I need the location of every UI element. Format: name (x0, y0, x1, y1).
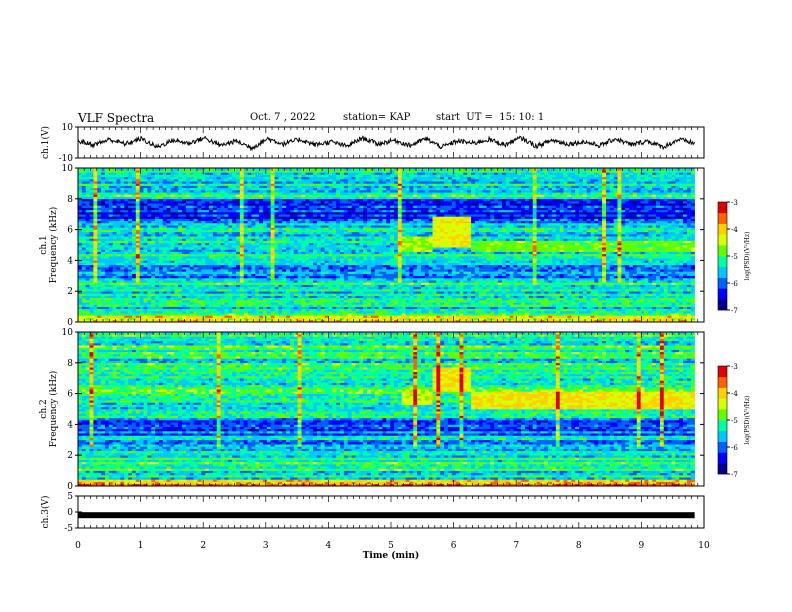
y-tick-label: 8 (67, 359, 73, 369)
ch1-waveform-line (77, 135, 696, 152)
x-tick-label: 7 (513, 541, 519, 551)
plot-title: VLF Spectra (78, 111, 154, 125)
x-tick-label: 8 (576, 541, 582, 551)
colorbar-label: log(PSD)(V²/Hz) (744, 396, 751, 445)
y-axis-label: ch.1(V) (40, 126, 51, 159)
x-tick-label: 5 (388, 541, 394, 551)
x-axis-label: Time (min) (363, 550, 420, 561)
colorbar-tick-label: -5 (731, 417, 738, 425)
colorbar-tick-label: -3 (731, 199, 738, 207)
x-tick-label: 10 (698, 541, 710, 551)
x-tick-label: 4 (326, 541, 332, 551)
ch3-waveform-line (78, 512, 695, 519)
colorbar-label: log(PSD)(V²/Hz) (744, 232, 751, 281)
y-tick-label: 0 (67, 482, 73, 492)
y-tick-label: 4 (67, 420, 73, 430)
y-axis-label: Frequency (kHz) (48, 371, 59, 448)
spectrogram-ch1 (78, 168, 695, 323)
colorbar-tick-label: -4 (731, 390, 738, 398)
y-tick-label: 4 (67, 256, 73, 266)
y-tick-label: 0 (67, 508, 73, 518)
colorbar-ch1 (718, 202, 727, 311)
colorbar-tick-label: -3 (731, 363, 738, 371)
colorbar-ch2 (718, 366, 727, 475)
date-label: Oct. 7 , 2022 (250, 112, 316, 123)
x-tick-label: 3 (263, 541, 269, 551)
y-tick-label: -10 (59, 154, 74, 164)
x-tick-label: 2 (200, 541, 206, 551)
y-tick-label: 2 (67, 451, 73, 461)
x-tick-label: 1 (138, 541, 144, 551)
colorbar-tick-label: -7 (731, 471, 738, 479)
y-tick-label: 0 (67, 318, 73, 328)
spectrogram-ch2 (78, 332, 695, 487)
y-tick-label: 2 (67, 287, 73, 297)
y-tick-label: 10 (62, 123, 74, 133)
y-tick-label: 10 (62, 164, 74, 174)
y-tick-label: 10 (62, 328, 74, 338)
x-tick-label: 0 (75, 541, 81, 551)
y-axis-label: ch.3(V) (40, 496, 51, 529)
y-tick-label: -5 (64, 524, 73, 534)
y-axis-label: ch.1 (39, 235, 49, 254)
x-tick-label: 6 (451, 541, 457, 551)
colorbar-tick-label: -6 (731, 280, 738, 288)
y-axis-label: Frequency (kHz) (48, 207, 59, 284)
y-tick-label: 8 (67, 195, 73, 205)
x-tick-label: 9 (639, 541, 645, 551)
colorbar-tick-label: -5 (731, 253, 738, 261)
y-tick-label: 6 (67, 226, 73, 236)
colorbar-tick-label: -4 (731, 226, 738, 234)
colorbar-tick-label: -6 (731, 444, 738, 452)
colorbar-tick-label: -7 (731, 307, 738, 315)
station-label: station= KAP (343, 112, 410, 123)
y-axis-label: ch.2 (39, 399, 49, 418)
y-tick-label: 6 (67, 390, 73, 400)
y-tick-label: 5 (67, 492, 73, 502)
start-time-label: start UT = 15: 10: 1 (436, 112, 544, 123)
